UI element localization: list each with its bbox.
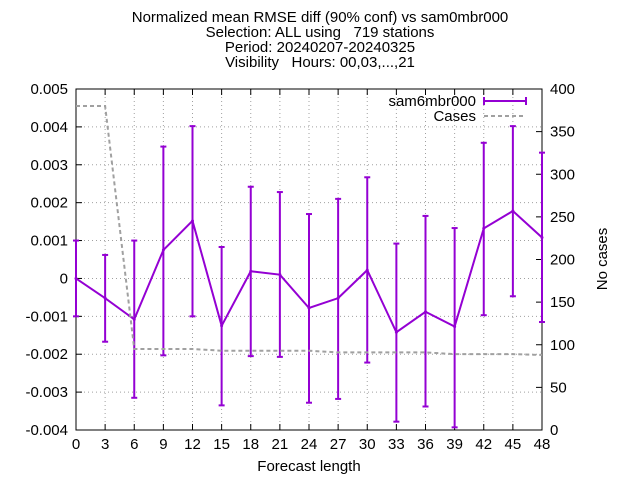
- x-tick-label: 36: [417, 436, 434, 453]
- x-tick-label: 12: [184, 436, 201, 453]
- x-tick-label: 21: [272, 436, 289, 453]
- axis-ticks: 0 3 6 9 12 15 18 21 24 27 30 33 36 39 42 45 480.0050.004…: [25, 81, 575, 453]
- x-tick-label: 33: [388, 436, 405, 453]
- y-tick-label: -0.003: [25, 384, 68, 401]
- y2-tick-label: 300: [550, 166, 575, 183]
- y-tick-label: 0.004: [30, 119, 68, 136]
- chart-title: Normalized mean RMSE diff (90% conf) vs …: [0, 10, 640, 70]
- y2-tick-label: 200: [550, 252, 575, 269]
- y2-tick-label: 0: [550, 422, 558, 439]
- chart-title-line-4: Visibility Hours: 00,03,...,21: [225, 54, 415, 71]
- chart-title-line-1: Normalized mean RMSE diff (90% conf) vs …: [131, 9, 509, 26]
- x-tick-label: 6: [130, 436, 138, 453]
- chart-title-line-2: Selection: ALL using 719 stations: [205, 24, 435, 41]
- diff-line: [75, 209, 543, 334]
- y2-axis-label: No cases: [594, 228, 611, 291]
- y2-tick-label: 400: [550, 81, 575, 98]
- series: [73, 105, 545, 429]
- x-tick-label: 9: [159, 436, 167, 453]
- legend-label-cases: Cases: [433, 108, 476, 125]
- cases-line: [76, 105, 543, 356]
- x-tick-label: 18: [242, 436, 259, 453]
- x-tick-label: 15: [213, 436, 230, 453]
- y-tick-label: -0.002: [25, 346, 68, 363]
- x-tick-label: 0: [72, 436, 80, 453]
- x-tick-label: 24: [301, 436, 318, 453]
- legend-label-sam6mbr000: sam6mbr000: [388, 93, 476, 110]
- y-tick-label: 0.005: [30, 81, 68, 98]
- x-tick-label: 39: [446, 436, 463, 453]
- y2-tick-label: 50: [550, 379, 567, 396]
- y-tick-label: 0.001: [30, 233, 68, 250]
- x-tick-label: 48: [534, 436, 551, 453]
- x-tick-label: 3: [101, 436, 109, 453]
- x-tick-label: 42: [475, 436, 492, 453]
- x-axis-label: Forecast length: [257, 458, 360, 475]
- y-tick-label: -0.001: [25, 308, 68, 325]
- x-tick-label: 45: [505, 436, 522, 453]
- chart-title-line-3: Period: 20240207-20240325: [224, 39, 416, 56]
- y2-tick-label: 150: [550, 294, 575, 311]
- y2-tick-label: 250: [550, 209, 575, 226]
- y2-tick-label: 100: [550, 337, 575, 354]
- x-tick-label: 27: [330, 436, 347, 453]
- y-tick-label: 0: [60, 270, 68, 287]
- x-tick-label: 30: [359, 436, 376, 453]
- y-tick-label: 0.002: [30, 195, 68, 212]
- y-tick-label: 0.003: [30, 157, 68, 174]
- y2-tick-label: 350: [550, 124, 575, 141]
- y-tick-label: -0.004: [25, 422, 68, 439]
